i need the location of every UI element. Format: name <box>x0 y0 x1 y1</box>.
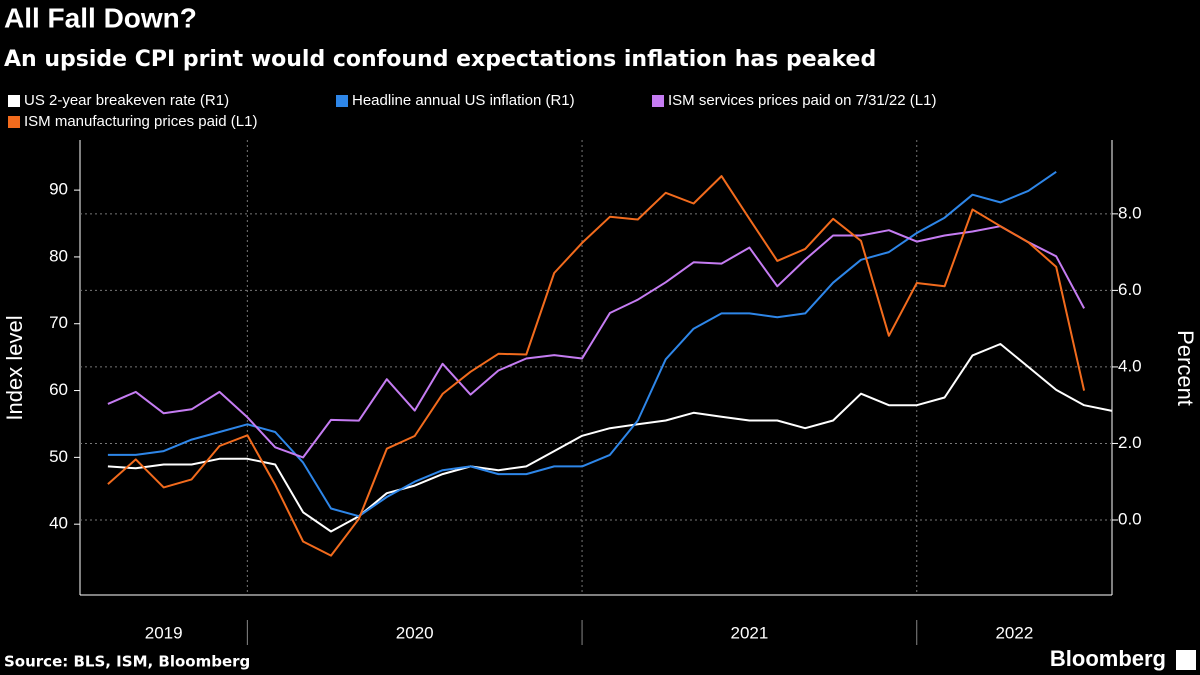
chart-subtitle: An upside CPI print would confound expec… <box>4 47 876 72</box>
y-tick-label: 70 <box>49 313 68 332</box>
series-line <box>107 343 1113 533</box>
y2-tick-label: 6.0 <box>1118 280 1142 299</box>
y2-tick-label: 0.0 <box>1118 509 1142 528</box>
y-tick-label: 50 <box>49 447 68 466</box>
series-line <box>107 170 1057 518</box>
x-tick-label: 2021 <box>730 623 768 642</box>
y2-tick-label: 8.0 <box>1118 203 1142 222</box>
x-tick-label: 2019 <box>145 623 183 642</box>
legend-label: ISM manufacturing prices paid (L1) <box>24 113 257 130</box>
y-axis-title: Index level <box>2 315 27 420</box>
y2-tick-label: 2.0 <box>1118 433 1142 452</box>
brand-icon <box>1176 650 1196 670</box>
x-tick-label: 2020 <box>396 623 434 642</box>
legend-swatch <box>8 95 20 107</box>
legend-swatch <box>8 116 20 128</box>
y2-tick-label: 4.0 <box>1118 356 1142 375</box>
series-line <box>107 175 1086 557</box>
legend-swatch <box>652 95 664 107</box>
y2-axis-title: Percent <box>1173 330 1198 406</box>
y-tick-label: 60 <box>49 380 68 399</box>
chart-title: All Fall Down? <box>4 2 197 33</box>
x-tick-label: 2022 <box>995 623 1033 642</box>
y-tick-label: 40 <box>49 514 68 533</box>
source: Source: BLS, ISM, Bloomberg <box>4 653 250 671</box>
brand: Bloomberg <box>1050 646 1166 671</box>
y-tick-label: 90 <box>49 180 68 199</box>
y-tick-label: 80 <box>49 246 68 265</box>
series-line <box>107 225 1085 459</box>
legend-label: Headline annual US inflation (R1) <box>352 92 575 109</box>
legend-label: US 2-year breakeven rate (R1) <box>24 92 229 109</box>
legend-swatch <box>336 95 348 107</box>
legend-label: ISM services prices paid on 7/31/22 (L1) <box>668 92 936 109</box>
